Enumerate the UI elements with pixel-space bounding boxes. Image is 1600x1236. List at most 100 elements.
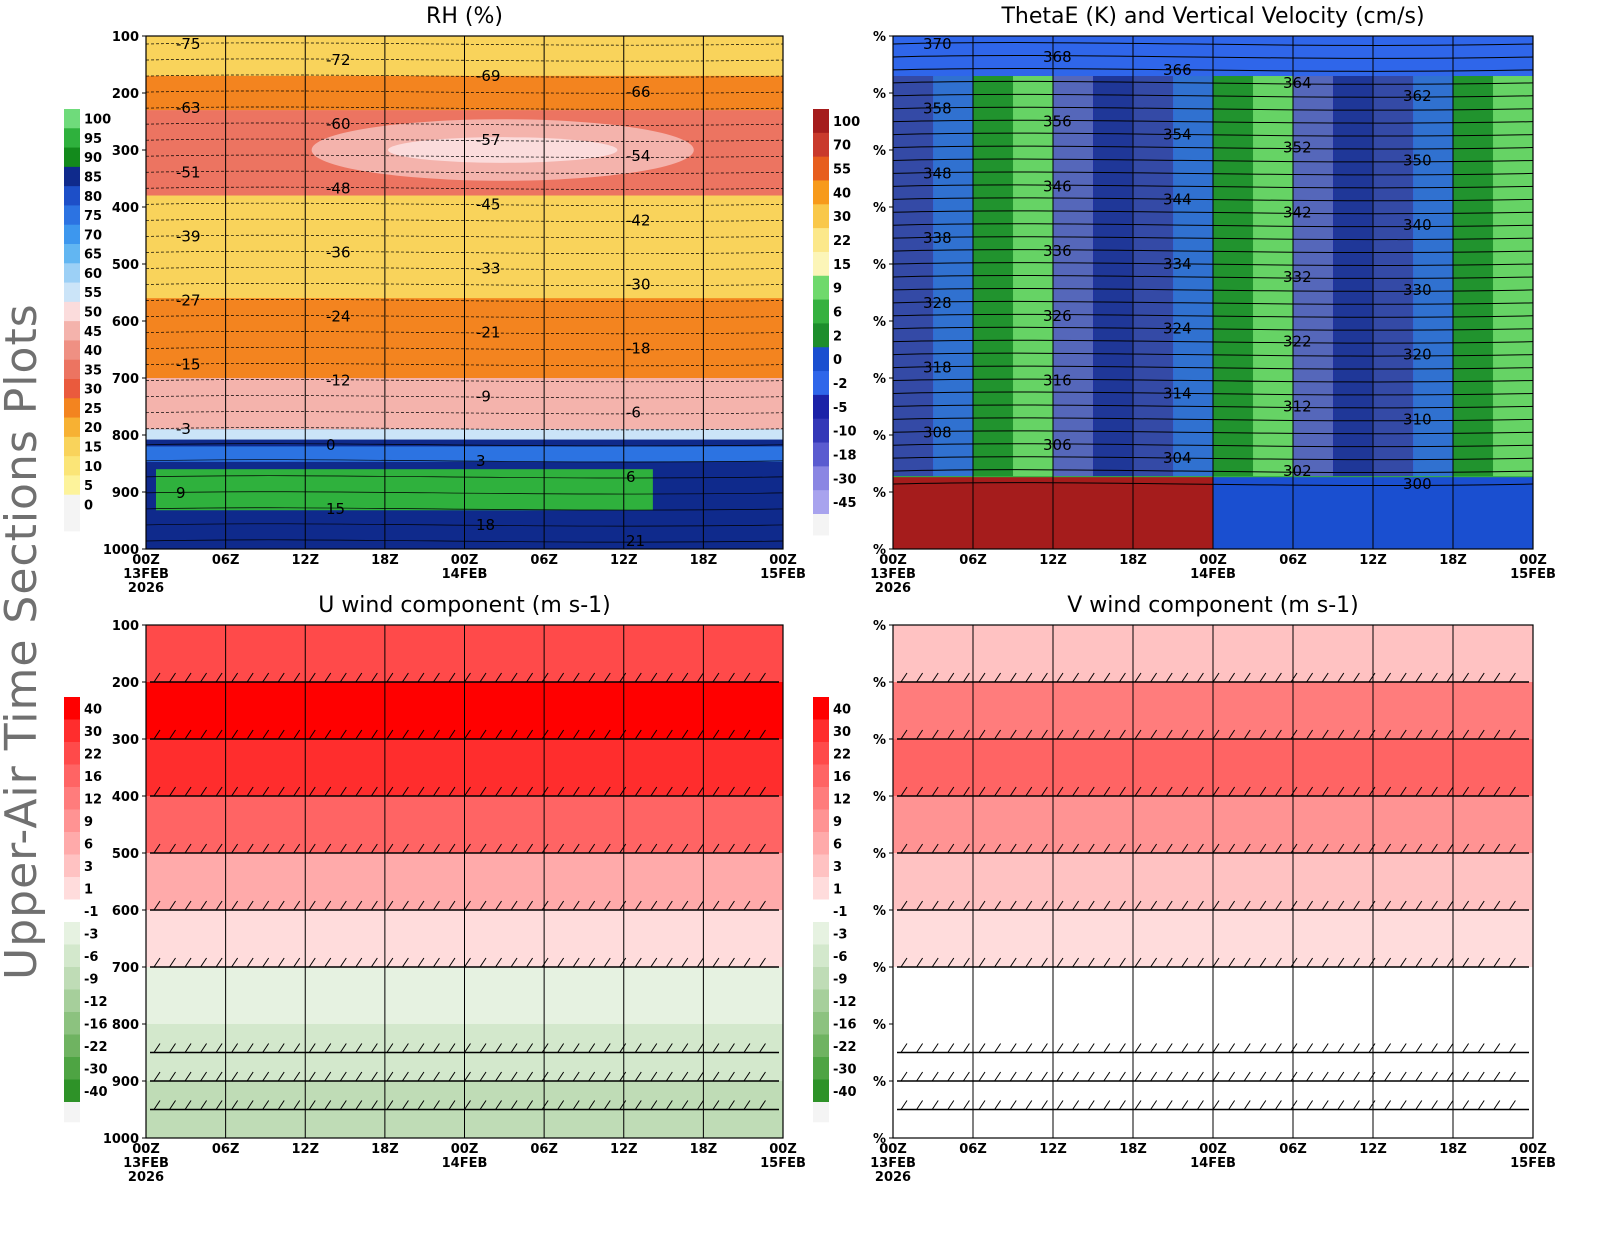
wind-barb xyxy=(495,1100,502,1110)
colorbar-swatch xyxy=(64,398,80,419)
wind-barb xyxy=(743,1043,751,1053)
wind-barb xyxy=(931,1100,939,1110)
wind-barb xyxy=(262,1043,270,1053)
colorbar-label: -18 xyxy=(833,448,857,463)
colorbar-label: 65 xyxy=(84,248,102,263)
wind-barb xyxy=(355,729,363,740)
x-date-label: 14FEB xyxy=(442,567,488,582)
wind-barb xyxy=(1181,957,1189,968)
wind-barb xyxy=(215,672,223,683)
temperature-contour xyxy=(145,379,784,383)
rh-saturated xyxy=(156,469,653,511)
wind-barb xyxy=(262,672,270,683)
contour-label: 9 xyxy=(176,484,186,502)
wind-barb xyxy=(262,957,270,968)
wind-barb xyxy=(324,672,332,683)
colorbar-swatch xyxy=(813,371,829,396)
colorbar-swatch xyxy=(64,475,80,496)
wind-barb xyxy=(262,1100,270,1110)
wind-barb xyxy=(1228,729,1236,740)
wind-barb xyxy=(1165,1071,1173,1082)
wind-barb xyxy=(277,957,285,968)
wind-barb xyxy=(1025,843,1033,854)
wind-barb xyxy=(1368,900,1376,911)
contour-label: 370 xyxy=(923,35,952,53)
wind-barb xyxy=(1290,900,1298,911)
wind-barb xyxy=(1165,1043,1173,1053)
wind-barb xyxy=(510,1043,518,1053)
wind-barb xyxy=(994,900,1002,911)
wind-barb xyxy=(1368,1071,1376,1082)
colorbar-swatch xyxy=(813,418,829,444)
x-date-label: 15FEB xyxy=(1510,1156,1556,1171)
contour-label: 338 xyxy=(923,229,952,247)
wind-barb xyxy=(1072,843,1080,854)
wind-barb xyxy=(1337,900,1345,911)
wind-barb xyxy=(1415,1043,1423,1053)
wind-barb xyxy=(1384,1071,1392,1082)
wind-barb xyxy=(1508,672,1516,683)
thetae-contour xyxy=(892,197,1534,202)
wind-barb xyxy=(900,900,908,911)
wind-barb xyxy=(634,1043,642,1053)
wind-barb xyxy=(1009,1043,1017,1053)
wind-barb xyxy=(169,672,176,683)
contour-label: -3 xyxy=(176,420,191,438)
wind-barb xyxy=(200,672,207,683)
wind-barb xyxy=(370,672,378,683)
wind-barb xyxy=(1165,900,1173,911)
colorbar-swatch xyxy=(813,299,829,324)
vv-cell xyxy=(1293,76,1334,477)
wind-barb xyxy=(1087,672,1095,683)
x-tick-label: 06Z xyxy=(1279,553,1307,568)
y-tick-label: 800 xyxy=(112,429,139,444)
wind-barb xyxy=(1477,672,1485,683)
wind-barb xyxy=(743,900,751,911)
wind-barb xyxy=(541,957,549,968)
wind-barb xyxy=(386,843,394,854)
colorbar-label: -16 xyxy=(833,1017,857,1032)
wind-barb xyxy=(962,786,970,797)
wind-barb xyxy=(184,957,192,968)
wind-barb xyxy=(1259,786,1267,797)
wind-barb xyxy=(1056,672,1064,683)
wind-barb xyxy=(1493,1071,1501,1082)
vv-cell xyxy=(1333,76,1374,477)
y-tick-label: % xyxy=(873,87,886,102)
wind-barb xyxy=(572,672,580,683)
wind-barb xyxy=(759,900,766,911)
wind-barb xyxy=(1025,1043,1033,1053)
wind-barb xyxy=(603,786,611,797)
wind-barb xyxy=(401,1100,409,1110)
wind-barb xyxy=(1072,1071,1080,1082)
x-tick-label: 18Z xyxy=(371,1142,399,1157)
wind-barb xyxy=(1009,900,1017,911)
wind-barb xyxy=(1228,1043,1236,1053)
wind-barb xyxy=(1025,1071,1033,1082)
wind-barb xyxy=(1165,729,1173,740)
temperature-contour xyxy=(145,347,784,351)
colorbar-swatch xyxy=(64,1079,80,1103)
thetae-contour xyxy=(892,430,1534,435)
wind-barb xyxy=(916,672,924,683)
wind-barb xyxy=(712,843,720,854)
wind-barb xyxy=(1415,900,1423,911)
wind-barb xyxy=(1446,900,1454,911)
x-tick-label: 00Z xyxy=(769,1142,797,1157)
wind-barb xyxy=(215,1071,223,1082)
contour-label: -39 xyxy=(176,227,201,245)
wind-barb xyxy=(1072,729,1080,740)
colorbar-swatch xyxy=(813,466,829,491)
x-tick-label: 00Z xyxy=(1199,553,1227,568)
temperature-contour xyxy=(145,395,784,399)
wind-barb xyxy=(978,843,986,854)
wind-barb xyxy=(417,786,425,797)
contour-label: 366 xyxy=(1163,61,1192,79)
contour-label: 0 xyxy=(326,436,336,454)
temperature-contour xyxy=(145,491,784,495)
wind-barb xyxy=(978,672,986,683)
wind-barb xyxy=(510,957,518,968)
wind-barb xyxy=(169,1071,176,1082)
wind-barb xyxy=(510,729,518,740)
